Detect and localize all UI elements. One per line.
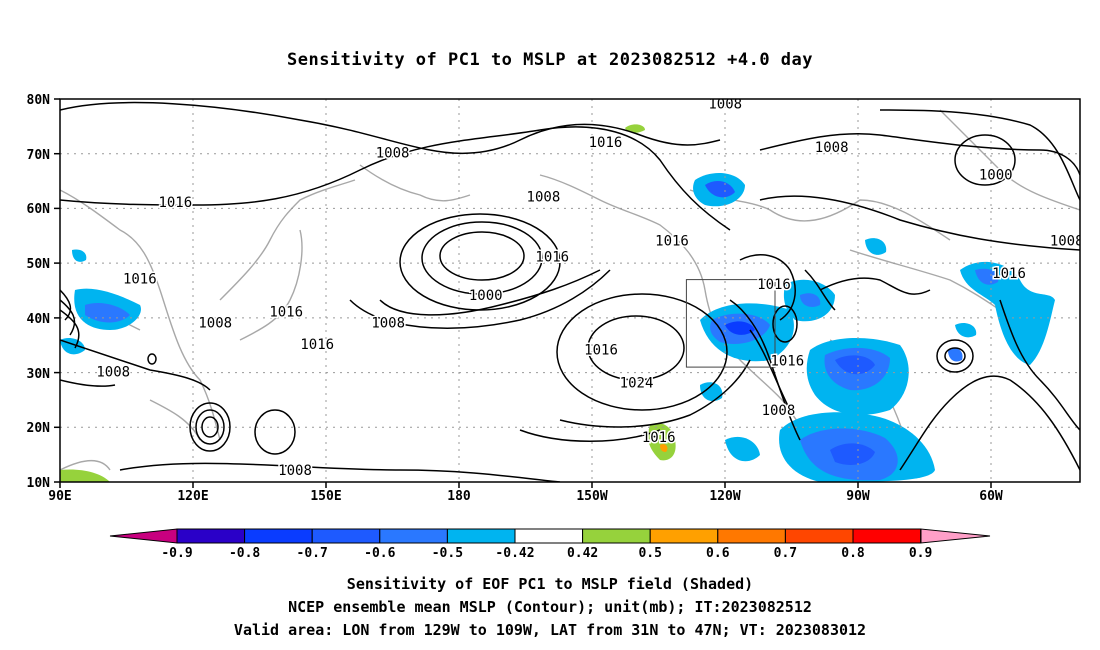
colorbar: -0.9 -0.8 -0.7 -0.6 -0.5 -0.42 0.42 0.5 0.6 0.7 0.… <box>109 528 991 561</box>
latitude-labels: 80N 70N 60N 50N 40N 30N 20N 10N <box>27 93 51 491</box>
colorbar-label: 0.6 <box>706 546 730 561</box>
lon-label: 90W <box>846 489 870 504</box>
contour-label: 1016 <box>123 272 157 288</box>
lon-label: 150E <box>310 489 341 504</box>
contour-label: 1016 <box>757 277 791 293</box>
lat-label: 80N <box>27 93 51 108</box>
contour-label: 1016 <box>589 135 623 151</box>
lat-label: 50N <box>27 257 51 272</box>
contour-label: 1016 <box>642 430 676 446</box>
colorbar-box <box>852 528 922 544</box>
mslp-contours <box>60 101 1080 482</box>
colorbar-labels: -0.9 -0.8 -0.7 -0.6 -0.5 -0.42 0.42 0.5 0.6 0.7 0.… <box>161 546 932 561</box>
contour-label: 1016 <box>300 337 334 353</box>
caption-contour: NCEP ensemble mean MSLP (Contour); unit(… <box>288 598 812 616</box>
map-title: Sensitivity of PC1 to MSLP at 2023082512… <box>286 50 813 70</box>
contour-label: 1008 <box>815 140 849 156</box>
colorbar-label: -0.8 <box>229 546 260 561</box>
colorbar-label: -0.5 <box>432 546 463 561</box>
colorbar-box <box>717 528 786 544</box>
colorbar-box <box>514 528 584 544</box>
longitude-labels: 90E 120E 150E 180 150W 120W 90W 60W <box>48 489 1003 504</box>
lat-label: 20N <box>27 421 51 436</box>
colorbar-low-end <box>109 528 178 544</box>
lon-label: 120W <box>709 489 740 504</box>
contour-label: 1016 <box>992 266 1026 282</box>
contour-label: 1016 <box>158 195 192 211</box>
colorbar-label: 0.42 <box>567 546 598 561</box>
coastlines <box>60 109 1080 471</box>
contour-label: 1024 <box>620 376 654 392</box>
lon-label: 90E <box>48 489 71 504</box>
lat-label: 10N <box>27 476 51 491</box>
contour-label: 1016 <box>655 233 689 249</box>
lat-label: 60N <box>27 202 51 217</box>
colorbar-label: -0.9 <box>161 546 192 561</box>
colorbar-box <box>311 528 381 544</box>
colorbar-label: 0.8 <box>841 546 865 561</box>
lon-label: 120E <box>177 489 208 504</box>
caption-shaded: Sensitivity of EOF PC1 to MSLP field (Sh… <box>346 575 754 593</box>
colorbar-box <box>582 528 651 544</box>
contour-label-group: 1008 1008 1008 1016 1016 1016 1016 1008 1008 1000… <box>95 96 1084 481</box>
contour-label: 1000 <box>979 168 1013 184</box>
lon-label: 60W <box>979 489 1003 504</box>
colorbar-high-end <box>920 528 991 544</box>
contour-label: 1008 <box>198 315 232 331</box>
lat-label: 40N <box>27 312 51 327</box>
contour-label: 1008 <box>96 365 130 381</box>
map-plot-area: 1008 1008 1008 1016 1016 1016 1016 1008 1008 1000… <box>60 96 1084 482</box>
contour-label: 1008 <box>1050 233 1084 249</box>
contour-label: 1008 <box>376 146 410 162</box>
colorbar-label: 0.7 <box>774 546 797 561</box>
contour-label: 1016 <box>269 304 303 320</box>
contour-label: 1008 <box>762 403 796 419</box>
contour-label: 1016 <box>535 250 569 266</box>
contour-label: 1000 <box>469 288 503 304</box>
colorbar-box <box>446 528 516 544</box>
caption-valid-area: Valid area: LON from 129W to 109W, LAT f… <box>233 621 867 639</box>
colorbar-box <box>176 528 246 544</box>
lon-label: 180 <box>447 489 471 504</box>
valid-area-box <box>685 279 776 368</box>
colorbar-label: -0.6 <box>364 546 395 561</box>
colorbar-box <box>244 528 313 544</box>
colorbar-label: 0.9 <box>909 546 932 561</box>
colorbar-boxes <box>176 528 922 544</box>
colorbar-label: -0.7 <box>297 546 328 561</box>
colorbar-box <box>379 528 448 544</box>
contour-label: 1016 <box>584 343 618 359</box>
lon-label: 150W <box>576 489 607 504</box>
sensitivity-shading <box>60 124 1055 482</box>
axis-ticks <box>54 98 992 488</box>
colorbar-label: -0.42 <box>495 546 534 561</box>
contour-label: 1008 <box>371 315 405 331</box>
plot-frame <box>59 98 1081 483</box>
contour-label: 1008 <box>278 463 312 479</box>
colorbar-box <box>784 528 854 544</box>
contour-label: 1008 <box>527 189 561 205</box>
colorbar-box <box>649 528 719 544</box>
lat-label: 30N <box>27 367 51 382</box>
contour-label: 1008 <box>708 96 742 112</box>
lat-lon-grid <box>60 99 1080 482</box>
colorbar-label: 0.5 <box>638 546 661 561</box>
lat-label: 70N <box>27 148 51 163</box>
contour-label: 1016 <box>770 354 804 370</box>
